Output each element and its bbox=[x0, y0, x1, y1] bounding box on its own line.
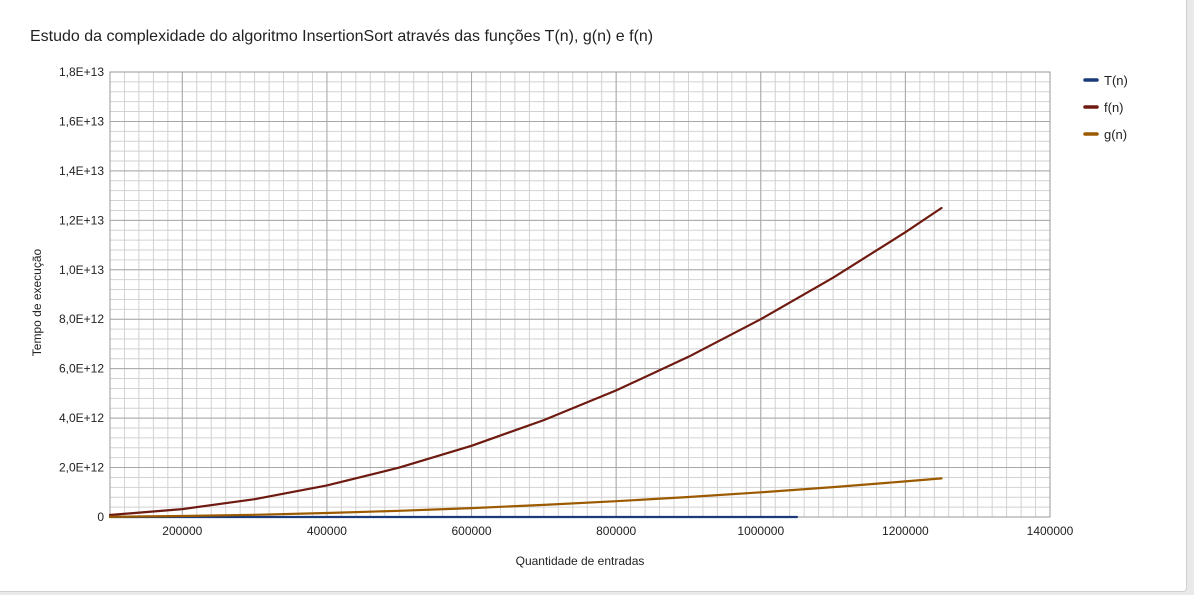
x-tick-label: 1400000 bbox=[1027, 524, 1074, 538]
x-tick-label: 600000 bbox=[452, 524, 492, 538]
chart-title: Estudo da complexidade do algoritmo Inse… bbox=[30, 28, 654, 45]
x-tick-label: 800000 bbox=[596, 524, 636, 538]
y-tick-label: 8,0E+12 bbox=[59, 312, 104, 326]
y-tick-label: 2,0E+12 bbox=[59, 461, 104, 475]
y-tick-label: 0 bbox=[97, 510, 104, 524]
series-layer bbox=[108, 206, 943, 519]
y-tick-label: 1,6E+13 bbox=[59, 114, 104, 128]
x-tick-label: 1200000 bbox=[882, 524, 929, 538]
y-tick-label: 1,8E+13 bbox=[59, 65, 104, 79]
x-tick-label: 400000 bbox=[307, 524, 347, 538]
legend: T(n) f(n) g(n) bbox=[1083, 73, 1128, 142]
y-tick-label: 4,0E+12 bbox=[59, 411, 104, 425]
y-tick-label: 1,0E+13 bbox=[59, 263, 104, 277]
y-axis-title: Tempo de execução bbox=[30, 248, 44, 356]
x-tick-label: 200000 bbox=[162, 524, 202, 538]
minor-gridlines bbox=[109, 71, 1051, 518]
y-tick-labels: 0 2,0E+12 4,0E+12 6,0E+12 8,0E+12 1,0E+13 1,2E… bbox=[59, 65, 104, 524]
y-tick-label: 6,0E+12 bbox=[59, 362, 104, 376]
series-line-1 bbox=[108, 206, 943, 517]
y-tick-label: 1,4E+13 bbox=[59, 164, 104, 178]
x-tick-label: 1000000 bbox=[737, 524, 784, 538]
legend-label: T(n) bbox=[1104, 73, 1128, 88]
plot-frame bbox=[109, 71, 1051, 518]
x-tick-labels: 200000 400000 600000 800000 1000000 1200000 14… bbox=[162, 524, 1073, 538]
legend-label: f(n) bbox=[1104, 100, 1124, 115]
y-tick-label: 1,2E+13 bbox=[59, 213, 104, 227]
legend-label: g(n) bbox=[1104, 127, 1127, 142]
series-line-2 bbox=[108, 477, 943, 518]
x-axis-title: Quantidade de entradas bbox=[516, 554, 645, 568]
major-gridlines bbox=[110, 71, 1051, 518]
